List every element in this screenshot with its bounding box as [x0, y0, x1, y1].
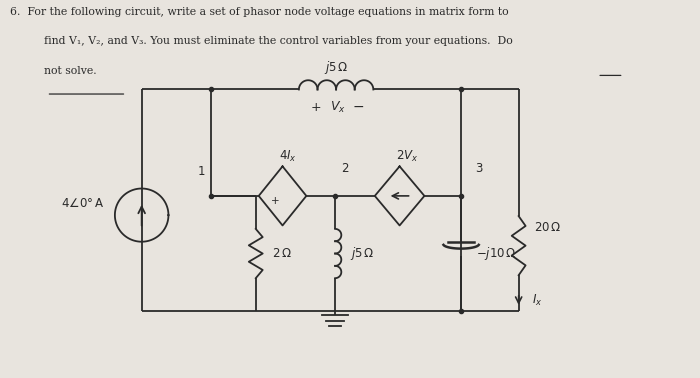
Text: 2: 2	[342, 162, 349, 175]
Text: $4\angle 0°\,\mathrm{A}$: $4\angle 0°\,\mathrm{A}$	[61, 197, 104, 210]
Text: 1: 1	[197, 165, 205, 178]
Text: 6.  For the following circuit, write a set of phasor node voltage equations in m: 6. For the following circuit, write a se…	[10, 6, 508, 17]
Text: $j5\,\Omega$: $j5\,\Omega$	[324, 59, 349, 76]
Text: $2V_x$: $2V_x$	[396, 149, 419, 164]
Text: $-j10\,\Omega$: $-j10\,\Omega$	[476, 245, 517, 262]
Text: +: +	[311, 101, 321, 114]
Text: not solve.: not solve.	[44, 66, 97, 76]
Text: $2\,\Omega$: $2\,\Omega$	[272, 247, 292, 260]
Text: find V₁, V₂, and V₃. You must eliminate the control variables from your equation: find V₁, V₂, and V₃. You must eliminate …	[44, 36, 513, 46]
Text: $j5\,\Omega$: $j5\,\Omega$	[350, 245, 374, 262]
Text: −: −	[352, 100, 364, 114]
Text: $I_x$: $I_x$	[531, 293, 542, 308]
Text: $20\,\Omega$: $20\,\Omega$	[533, 222, 561, 234]
Text: $V_x$: $V_x$	[330, 100, 346, 115]
Text: +: +	[272, 196, 280, 206]
Text: 3: 3	[475, 162, 483, 175]
Text: $4I_x$: $4I_x$	[279, 149, 296, 164]
